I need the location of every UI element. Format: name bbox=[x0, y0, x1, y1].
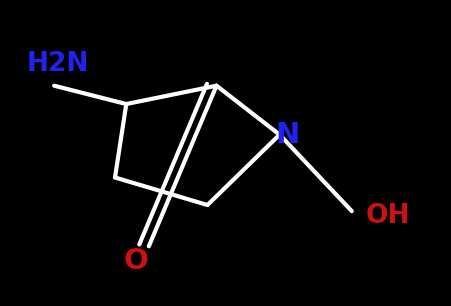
Text: OH: OH bbox=[365, 203, 410, 229]
Text: H2N: H2N bbox=[27, 51, 89, 77]
Text: O: O bbox=[124, 247, 149, 275]
Text: N: N bbox=[276, 121, 300, 149]
